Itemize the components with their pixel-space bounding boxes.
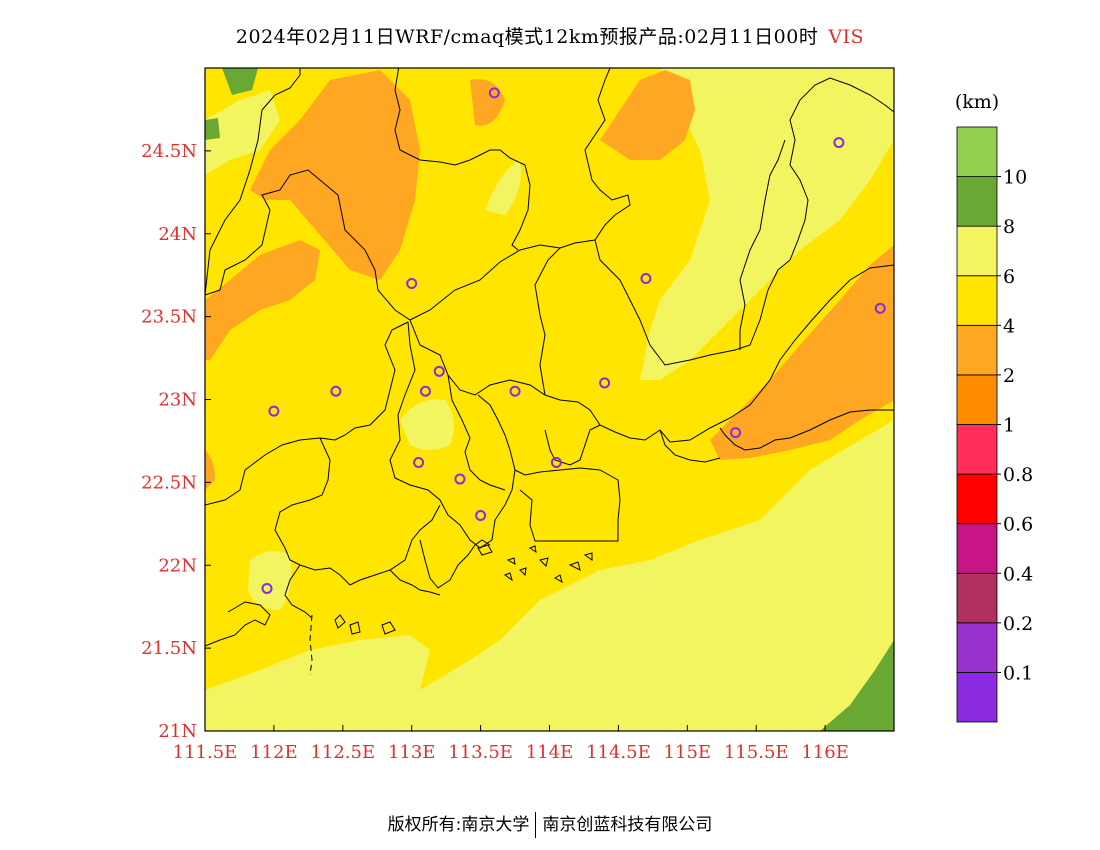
colorbar-swatch (956, 176, 998, 227)
field-2-4km-small (470, 79, 505, 126)
footer-separator (535, 812, 537, 838)
colorbar-swatch (956, 126, 998, 177)
field-8-10km-southeast (820, 640, 894, 731)
station-marker (640, 273, 652, 285)
y-tick-label: 21N (158, 721, 197, 742)
field-6-8km-northeast (640, 68, 894, 380)
colorbar-swatch (956, 523, 998, 574)
colorbar-swatch (956, 622, 998, 673)
station-marker (488, 87, 500, 99)
field-6-8km-pocket (400, 399, 454, 450)
colorbar-label: 10 (1003, 167, 1027, 189)
field-2-4km-west (205, 240, 320, 360)
station-marker (454, 473, 466, 485)
variable-name: VIS (828, 26, 865, 48)
colorbar-label: 2 (1003, 365, 1015, 387)
colorbar-label: 0.8 (1003, 464, 1033, 486)
y-tick-label: 23N (158, 390, 197, 411)
station-marker (730, 427, 742, 439)
colorbar-label: 0.2 (1003, 613, 1033, 635)
y-tick-label: 24N (158, 224, 197, 245)
boundary-lines (205, 68, 894, 647)
field-6-8km-north (485, 160, 521, 215)
station-marker (874, 302, 886, 314)
colorbar-swatch (956, 275, 998, 326)
colorbar-swatch (956, 572, 998, 624)
chart-title: 2024年02月11日WRF/cmaq模式12km预报产品:02月11日00时 V… (0, 22, 1100, 49)
field-8-10km-corner (205, 118, 220, 140)
x-tick-label: 114E (526, 742, 574, 763)
islands (334, 544, 593, 635)
x-axis: 111.5E 112E 112.5E 113E 113.5E 114E 114.5E 115E… (173, 725, 849, 763)
footer-right: 南京创蓝科技有限公司 (542, 815, 713, 835)
colorbar-swatch (956, 473, 998, 525)
station-marker (599, 377, 611, 389)
y-tick-label: 21.5N (141, 638, 197, 659)
colorbar-label: 1 (1003, 415, 1015, 437)
colorbar-label: 0.4 (1003, 563, 1033, 585)
field-2-4km-east (710, 245, 894, 460)
station-marker (550, 456, 562, 468)
y-tick-label: 24.5N (141, 141, 197, 162)
x-tick-label: 112.5E (310, 742, 375, 763)
title-text: 2024年02月11日WRF/cmaq模式12km预报产品:02月11日00时 (235, 26, 819, 48)
x-tick-label: 116E (801, 742, 849, 763)
field-6-8km-northwest (205, 90, 280, 175)
station-marker (406, 277, 418, 289)
station-marker (833, 137, 845, 149)
x-tick-label: 115E (664, 742, 712, 763)
colorbar-unit: (km) (955, 91, 999, 113)
x-tick-label: 115.5E (724, 742, 789, 763)
y-axis: 24.5N 24N 23.5N 23N 22.5N 22N 21.5N 21N (141, 141, 211, 742)
station-marker (261, 582, 273, 594)
visibility-field (205, 68, 894, 731)
y-tick-label: 23.5N (141, 307, 197, 328)
station-marker (268, 405, 280, 417)
colorbar-label: 0.1 (1003, 662, 1033, 684)
x-tick-label: 114.5E (586, 742, 651, 763)
station-marker (330, 385, 342, 397)
y-tick-label: 22.5N (141, 472, 197, 493)
colorbar-label: 8 (1003, 216, 1015, 238)
field-6-8km-sea (205, 420, 894, 731)
field-2-4km-northeast (600, 70, 695, 160)
copyright-footer: 版权所有:南京大学 南京创蓝科技有限公司 (0, 810, 1100, 838)
station-marker (419, 385, 431, 397)
colorbar-legend: 0.1 0.2 0.4 0.6 0.8 1 2 4 6 8 10 (km) (955, 91, 1033, 723)
field-2-4km-edge (205, 450, 215, 490)
footer-left: 版权所有:南京大学 (387, 815, 530, 835)
colorbar-swatch (956, 324, 998, 376)
field-8-10km-northwest (222, 68, 258, 95)
x-tick-label: 112E (250, 742, 298, 763)
colorbar-label: 6 (1003, 266, 1015, 288)
colorbar-swatch (956, 225, 998, 277)
field-6-8km-west (248, 551, 292, 610)
colorbar-swatch (956, 672, 998, 723)
colorbar-swatch (956, 374, 998, 425)
station-marker (475, 510, 487, 522)
colorbar-label: 0.6 (1003, 514, 1033, 536)
dashed-boundary (309, 614, 313, 676)
y-tick-label: 22N (158, 555, 197, 576)
field-2-4km-north (250, 70, 420, 280)
x-tick-label: 111.5E (173, 742, 238, 763)
station-marker (433, 365, 445, 377)
station-marker (413, 456, 425, 468)
colorbar-label: 4 (1003, 315, 1015, 337)
station-markers (261, 87, 886, 594)
x-tick-label: 113E (388, 742, 436, 763)
colorbar-swatch (956, 424, 998, 475)
x-tick-label: 113.5E (448, 742, 513, 763)
station-marker (509, 385, 521, 397)
